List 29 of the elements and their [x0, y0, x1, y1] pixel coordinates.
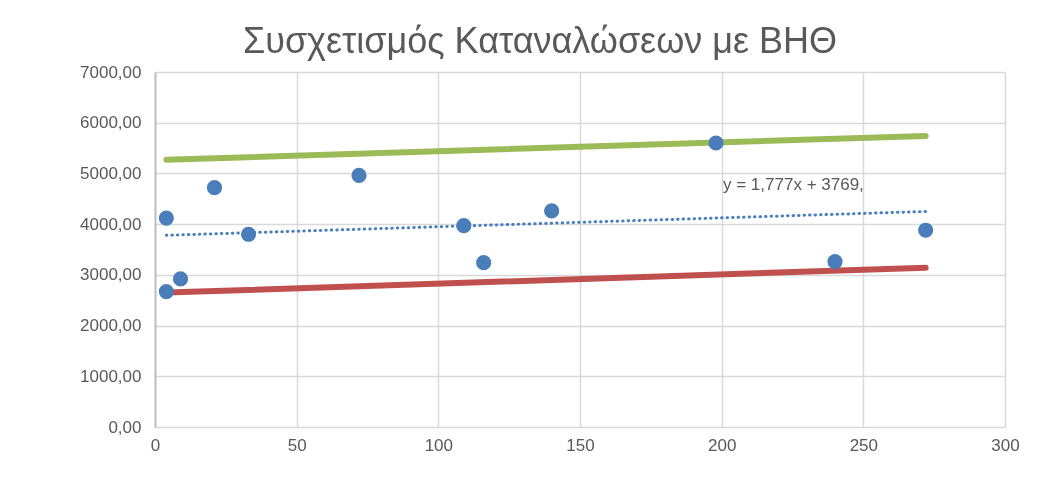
point	[476, 255, 492, 271]
y-tick-label: 7000,00	[80, 62, 142, 82]
point	[544, 203, 560, 219]
y-tick-label: 2000,00	[80, 316, 142, 336]
x-tick-label: 200	[707, 435, 737, 455]
x-tick-label: 150	[566, 435, 595, 455]
point	[240, 226, 257, 242]
x-tick-label: 300	[991, 435, 1020, 455]
point	[158, 210, 174, 226]
x-tick-label: 50	[287, 435, 307, 455]
point	[351, 167, 367, 184]
y-tick-label: 5000,00	[80, 163, 142, 183]
chart-title: Συσχετισμός Καταναλώσεων με ΒΗΘ	[242, 20, 838, 61]
y-tick-label: 3000,00	[80, 265, 142, 285]
point	[456, 218, 472, 234]
y-tick-label: 4000,00	[80, 214, 142, 234]
y-tick-label: 6000,00	[80, 113, 142, 133]
point	[827, 254, 843, 270]
y-tick-label: 1000,00	[80, 366, 142, 386]
point	[918, 222, 934, 238]
point	[708, 135, 724, 151]
x-tick-label: 0	[150, 435, 161, 455]
point	[172, 271, 189, 287]
annotation: y = 1,777x + 3769,	[723, 175, 864, 194]
x-tick-label: 100	[424, 435, 454, 455]
y-tick-label: 0,00	[108, 417, 142, 437]
point	[206, 180, 223, 196]
point	[158, 284, 174, 300]
x-tick-label: 250	[849, 435, 879, 455]
